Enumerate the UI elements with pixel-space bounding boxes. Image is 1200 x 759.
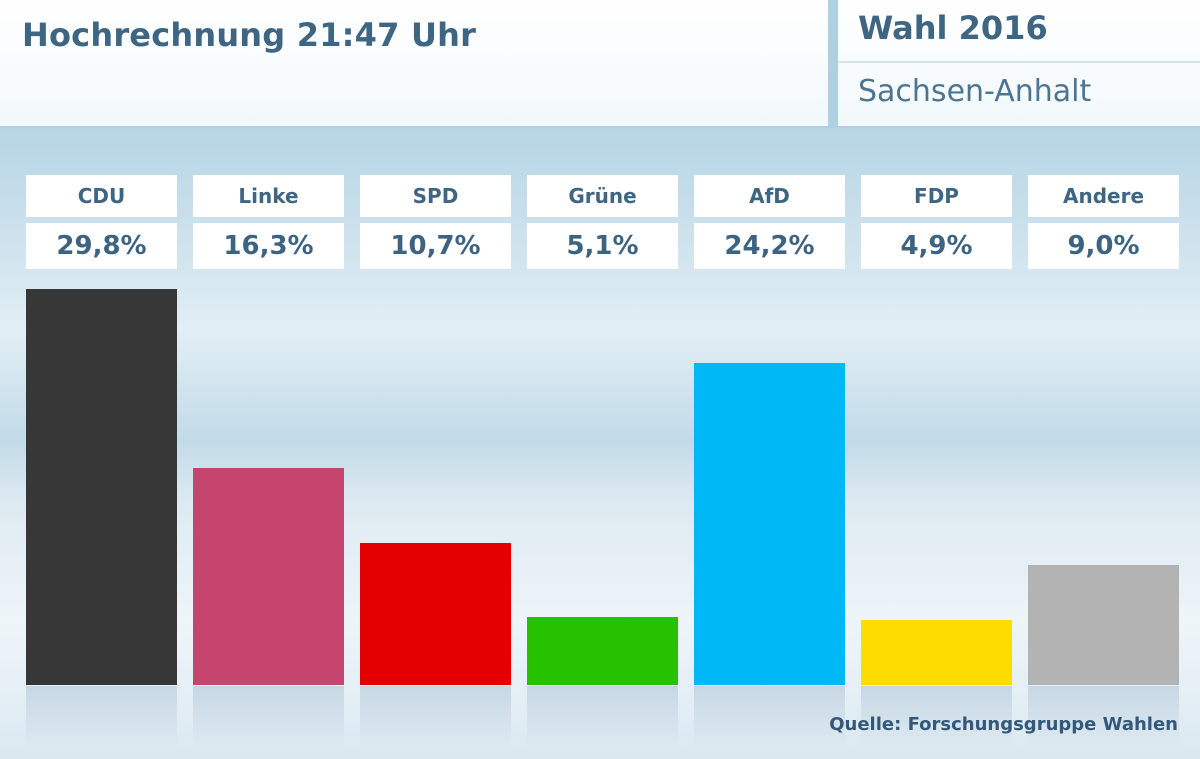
party-label-cdu: CDU (26, 175, 177, 217)
party-label-fdp: FDP (861, 175, 1012, 217)
party-value-gruene: 5,1% (527, 223, 678, 269)
party-value-afd: 24,2% (694, 223, 845, 269)
header-band: Hochrechnung 21:47 Uhr Wahl 2016 Sachsen… (0, 0, 1200, 128)
bar-reflection-linke (193, 686, 344, 746)
party-value-cdu: 29,8% (26, 223, 177, 269)
bar-spd (360, 542, 511, 685)
bar-reflection-afd (694, 686, 845, 746)
bar-reflection-gruene (527, 686, 678, 746)
party-label-andere: Andere (1028, 175, 1179, 217)
party-label-gruene: Grüne (527, 175, 678, 217)
bar-afd (694, 363, 845, 685)
party-label-linke: Linke (193, 175, 344, 217)
party-label-afd: AfD (694, 175, 845, 217)
party-value-andere: 9,0% (1028, 223, 1179, 269)
bar-reflection-fdp (861, 686, 1012, 746)
bar-reflection-spd (360, 686, 511, 746)
bar-andere (1028, 565, 1179, 685)
party-value-fdp: 4,9% (861, 223, 1012, 269)
bar-reflection-andere (1028, 686, 1179, 746)
party-value-spd: 10,7% (360, 223, 511, 269)
election-title: Wahl 2016 (858, 9, 1048, 47)
title-panel (0, 0, 828, 126)
bar-reflection-cdu (26, 686, 177, 746)
chart-title: Hochrechnung 21:47 Uhr (22, 16, 477, 54)
bar-fdp (861, 619, 1012, 685)
source-credit: Quelle: Forschungsgruppe Wahlen (829, 714, 1178, 735)
party-value-linke: 16,3% (193, 223, 344, 269)
election-region: Sachsen-Anhalt (858, 74, 1092, 109)
election-panel (838, 0, 1200, 126)
bar-linke (193, 468, 344, 685)
bar-cdu (26, 289, 177, 685)
party-label-spd: SPD (360, 175, 511, 217)
election-divider (838, 61, 1200, 63)
bar-gruene (527, 617, 678, 685)
